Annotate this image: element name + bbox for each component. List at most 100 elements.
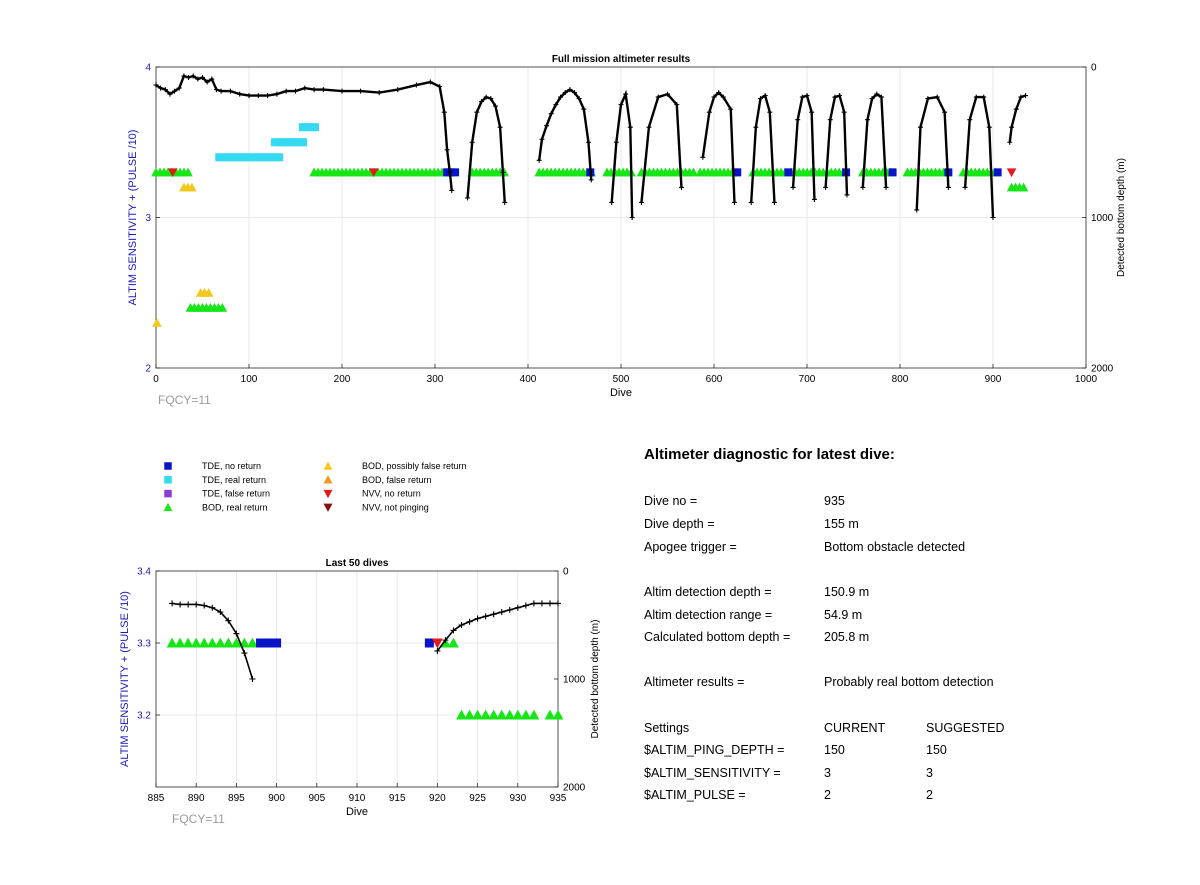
depth-point (883, 184, 889, 190)
depth-point (497, 124, 503, 130)
depth-point (762, 93, 768, 99)
ping-depth-suggested: 150 (926, 743, 947, 757)
chart-title: Full mission altimeter results (552, 54, 691, 65)
bod-real-return-marker (472, 709, 483, 720)
x-tick-label: 915 (389, 793, 406, 804)
depth-point (914, 207, 920, 213)
diagnostic-title: Altimeter diagnostic for latest dive: (644, 446, 895, 463)
results-value: Probably real bottom detection (824, 675, 994, 689)
bod-real-return-marker (464, 709, 475, 720)
depth-point (447, 169, 453, 175)
bod-real-return-marker (182, 637, 194, 648)
y-tick-label: 3.4 (137, 567, 151, 578)
depth-point (804, 93, 810, 99)
legend-label: NVV, no return (362, 489, 421, 499)
depth-point (728, 106, 734, 112)
legend-bod-possibly-false-swatch (323, 461, 333, 470)
depth-point (841, 109, 847, 115)
depth-point (700, 154, 706, 160)
tde-no-return-marker (888, 168, 897, 177)
depth-point (167, 91, 173, 97)
depth-point (790, 184, 796, 190)
depth-point (716, 90, 722, 96)
depth-point (233, 630, 240, 637)
depth-point (482, 613, 489, 620)
depth-point (358, 88, 364, 94)
depth-curve (750, 93, 776, 203)
bod-real-return-marker (504, 709, 516, 720)
depth-point (246, 93, 252, 99)
depth-point (731, 199, 737, 205)
depth-point (827, 117, 833, 123)
bod-real-return-marker (222, 637, 234, 648)
bod-possibly-false-marker (203, 287, 214, 297)
tde-no-return-marker (784, 168, 793, 177)
depth-point (237, 91, 243, 97)
depth-point (665, 91, 670, 97)
depth-point (498, 609, 505, 616)
bod-real-return-marker (174, 637, 186, 648)
depth-point (864, 117, 870, 123)
tde-no-return-marker (451, 168, 460, 177)
bod-real-return-marker (1018, 182, 1029, 192)
depth-point (458, 622, 465, 628)
depth-point (572, 90, 577, 96)
depth-point (195, 76, 201, 82)
pulse-suggested: 2 (926, 788, 933, 802)
ping-depth-label: $ALTIM_PING_DEPTH = (644, 743, 785, 757)
bod-real-return-marker (166, 637, 178, 648)
y2-tick-label: 1000 (1091, 213, 1114, 224)
depth-point (627, 124, 633, 130)
tde-no-return-marker (424, 638, 434, 648)
apogee-value: Bottom obstacle detected (824, 540, 966, 554)
chart-0: 0 100 200 300 400 500 600 700 800 900 1000 2 3 4 0 1000… (127, 54, 1127, 407)
bod-real-return-marker (217, 303, 228, 312)
depth-point (973, 94, 979, 100)
legend: TDE, no return TDE, real return TDE, false… (163, 461, 467, 512)
depth-point (585, 139, 591, 145)
depth-point (434, 647, 441, 654)
depth-curve (1008, 94, 1026, 143)
tde-real-return-marker (275, 153, 284, 162)
depth-point (162, 87, 168, 93)
depth-point (502, 199, 508, 205)
bod-real-return-marker (528, 709, 540, 720)
bod-real-return-marker (688, 167, 699, 177)
x-tick-label: 1000 (1075, 374, 1098, 385)
depth-point (500, 169, 506, 175)
depth-point (1007, 139, 1013, 145)
depth-point (567, 87, 573, 93)
x-tick-label: 885 (148, 793, 165, 804)
depth-point (934, 94, 940, 100)
bod-possibly-false-marker (187, 182, 197, 192)
depth-point (158, 85, 164, 91)
bod-real-return-marker (520, 709, 532, 720)
depth-point (474, 615, 481, 622)
depth-point (799, 94, 805, 100)
bod-real-return-marker (198, 637, 210, 648)
y-tick-label: 2 (145, 364, 151, 375)
bod-real-return-marker (183, 167, 193, 177)
depth-point (227, 88, 233, 94)
depth-point (981, 94, 987, 100)
y2-tick-label: 2000 (563, 783, 586, 794)
depth-point (395, 87, 401, 93)
depth-point (538, 600, 545, 607)
depth-point (917, 124, 923, 130)
bod-real-return-marker (247, 637, 258, 648)
depth-point (213, 87, 219, 93)
depth-point (283, 88, 289, 94)
chart-1: 885 890 895 900 905 910 915 920 925 930 935 3.2 3.3 3… (119, 558, 601, 826)
depth-curve (824, 94, 849, 195)
detect-range-label: Altim detection range = (644, 608, 773, 622)
depth-point (558, 94, 564, 100)
legend-label: BOD, possibly false return (362, 461, 467, 471)
depth-curve (640, 92, 683, 203)
x-axis-label: Dive (346, 806, 368, 818)
legend-label: TDE, no return (202, 461, 261, 471)
bod-real-return-marker (488, 709, 500, 720)
diagnostic-panel: Altimeter diagnostic for latest dive: Di… (644, 446, 1184, 802)
depth-point (153, 82, 159, 88)
y-axis-label: ALTIM SENSITIVITY + (PULSE /10) (119, 591, 131, 767)
legend-label: NVV, not pinging (362, 502, 429, 512)
